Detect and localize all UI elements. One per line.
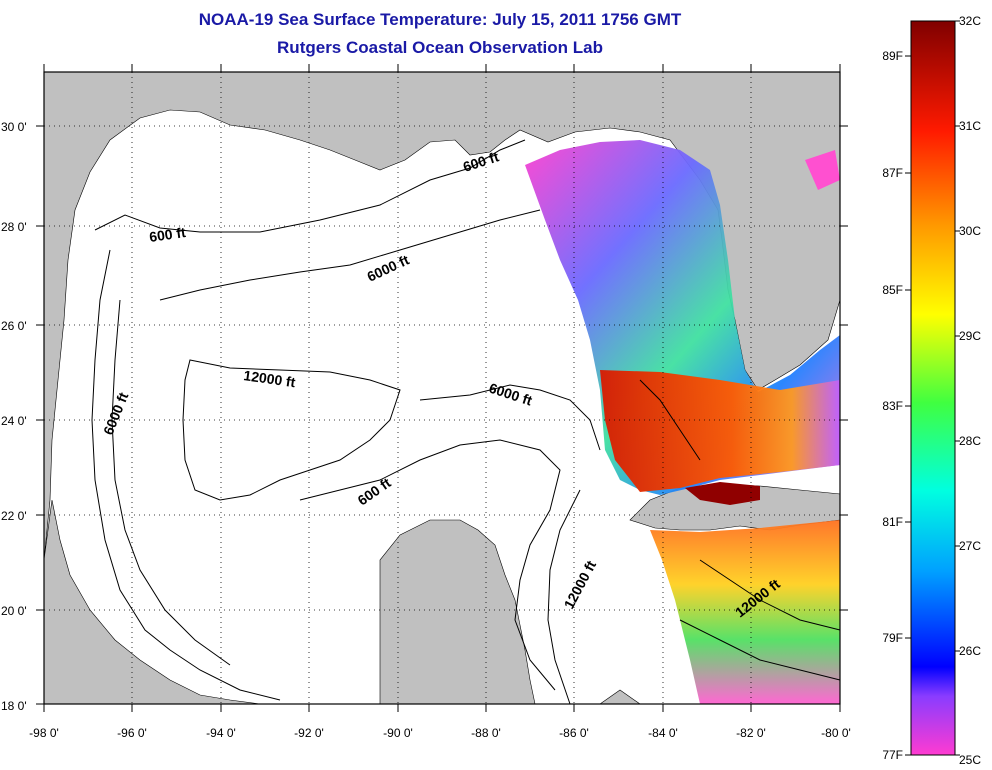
contour-label: 600 ft: [148, 224, 187, 245]
colorbar-gradient: [910, 20, 956, 756]
bathymetry-contours: [91, 139, 841, 705]
y-tick-label: 26 0': [1, 319, 27, 333]
colorbar-fahrenheit-label: 79F: [882, 631, 903, 645]
map-title: NOAA-19 Sea Surface Temperature: July 15…: [198, 10, 682, 29]
colorbar-celsius-label: 32C: [959, 14, 981, 28]
y-tick-label: 18 0': [1, 699, 27, 713]
colorbar: 32C 31C 30C 29C 28C 27C 26C 25C 89F 87F …: [882, 14, 981, 767]
land: [43, 71, 841, 705]
y-tick-label: 24 0': [1, 414, 27, 428]
x-tick-label: -88 0': [471, 726, 501, 740]
axis-ticks: [36, 64, 848, 712]
x-tick-label: -80 0': [821, 726, 851, 740]
colorbar-fahrenheit-label: 85F: [882, 283, 903, 297]
x-tick-label: -82 0': [736, 726, 766, 740]
graticule: [44, 72, 840, 704]
colorbar-fahrenheit-label: 81F: [882, 515, 903, 529]
colorbar-fahrenheit-label: 87F: [882, 166, 903, 180]
y-tick-label: 20 0': [1, 604, 27, 618]
colorbar-celsius-label: 30C: [959, 224, 981, 238]
y-tick-label: 30 0': [1, 120, 27, 134]
colorbar-celsius-label: 28C: [959, 434, 981, 448]
x-tick-label: -90 0': [383, 726, 413, 740]
y-tick-label: 22 0': [1, 509, 27, 523]
colorbar-celsius-label: 26C: [959, 644, 981, 658]
x-tick-label: -86 0': [559, 726, 589, 740]
colorbar-fahrenheit-label: 89F: [882, 49, 903, 63]
x-tick-label: -94 0': [206, 726, 236, 740]
x-tick-labels: -98 0' -96 0' -94 0' -92 0' -90 0' -88 0…: [29, 726, 851, 740]
colorbar-fahrenheit-label: 83F: [882, 399, 903, 413]
y-tick-labels: 18 0' 20 0' 22 0' 24 0' 26 0' 28 0' 30 0…: [1, 120, 27, 713]
x-tick-label: -96 0': [117, 726, 147, 740]
map-border: [43, 71, 841, 705]
colorbar-celsius-label: 29C: [959, 329, 981, 343]
x-tick-label: -98 0': [29, 726, 59, 740]
y-tick-label: 28 0': [1, 220, 27, 234]
x-tick-label: -84 0': [648, 726, 678, 740]
sst-swath: [525, 140, 840, 704]
x-tick-label: -92 0': [294, 726, 324, 740]
colorbar-celsius-label: 31C: [959, 119, 981, 133]
colorbar-fahrenheit-label: 77F: [882, 748, 903, 762]
map-subtitle: Rutgers Coastal Ocean Observation Lab: [277, 38, 603, 57]
colorbar-celsius-label: 25C: [959, 753, 981, 767]
contour-label: 12000 ft: [243, 367, 297, 390]
colorbar-celsius-label: 27C: [959, 539, 981, 553]
